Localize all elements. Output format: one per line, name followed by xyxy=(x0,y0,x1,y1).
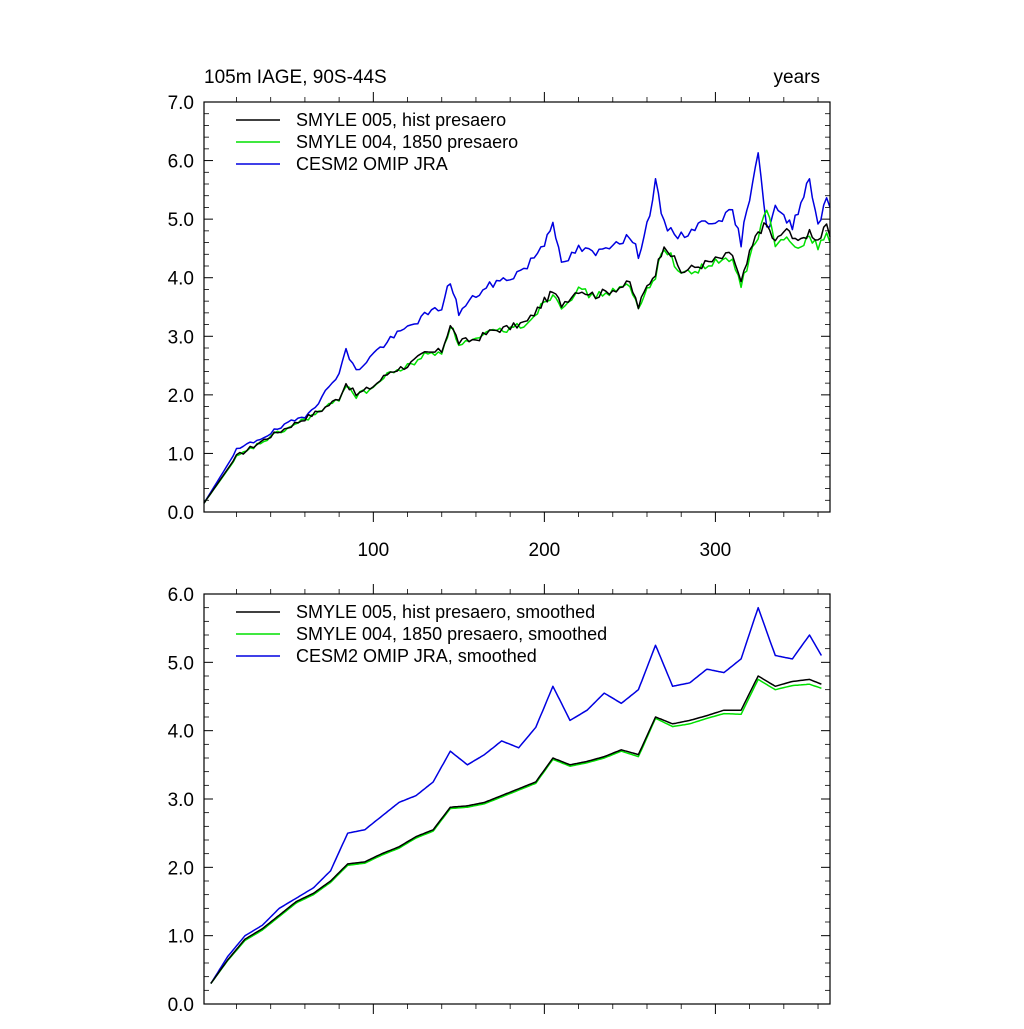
y-tick-label: 1.0 xyxy=(168,927,194,948)
series-lines xyxy=(203,152,831,504)
chart-subtitle: years xyxy=(774,67,820,88)
y-tick-label: 2.0 xyxy=(168,858,194,879)
y-tick-label: 6.0 xyxy=(168,585,194,606)
series-line-smyle-004-1850-presaero xyxy=(203,209,831,504)
legend-label-smyle005: SMYLE 005, hist presaero xyxy=(296,110,506,130)
y-tick-label: 4.0 xyxy=(168,722,194,743)
legend: SMYLE 005, hist presaero, smoothed SMYLE… xyxy=(236,602,607,666)
series-line-smyle-005-hist-presaero xyxy=(203,222,831,504)
legend-label-smyle004-smoothed: SMYLE 004, 1850 presaero, smoothed xyxy=(296,624,607,644)
series-line-smyle-005-hist-presaero-smoothed xyxy=(210,675,822,984)
legend-label-cesm2: CESM2 OMIP JRA xyxy=(296,154,448,174)
y-tick-label: 3.0 xyxy=(168,790,194,811)
series-line-cesm2-omip-jra xyxy=(203,152,831,504)
y-tick-label: 5.0 xyxy=(168,653,194,674)
series-line-cesm2-omip-jra-smoothed xyxy=(210,606,823,984)
x-tick-label: 100 xyxy=(357,540,389,561)
y-tick-label: 4.0 xyxy=(168,269,194,290)
series-lines xyxy=(210,606,823,984)
series-line-smyle-004-1850-presaero-smoothed xyxy=(210,678,822,984)
legend-label-cesm2-smoothed: CESM2 OMIP JRA, smoothed xyxy=(296,646,537,666)
y-tick-label: 1.0 xyxy=(168,444,194,465)
top-panel: 105m IAGE, 90S-44S years 0.0 1.0 2.0 3.0 4.0… xyxy=(168,67,831,561)
legend: SMYLE 005, hist presaero SMYLE 004, 1850… xyxy=(236,110,518,174)
legend-label-smyle005-smoothed: SMYLE 005, hist presaero, smoothed xyxy=(296,602,595,622)
y-tick-label: 0.0 xyxy=(168,503,194,524)
plot-frame xyxy=(203,101,831,513)
legend-label-smyle004: SMYLE 004, 1850 presaero xyxy=(296,132,518,152)
y-tick-label: 7.0 xyxy=(168,93,194,114)
y-tick-label: 5.0 xyxy=(168,210,194,231)
y-tick-label: 2.0 xyxy=(168,386,194,407)
x-tick-label: 200 xyxy=(529,540,561,561)
axis-ticks: 0.0 1.0 2.0 3.0 4.0 5.0 6.0 xyxy=(168,584,830,1016)
y-tick-label: 0.0 xyxy=(168,995,194,1016)
bottom-panel: 0.0 1.0 2.0 3.0 4.0 5.0 6.0 SMYLE 005, hist pr… xyxy=(168,584,831,1016)
y-tick-label: 3.0 xyxy=(168,327,194,348)
chart-title: 105m IAGE, 90S-44S xyxy=(204,67,387,88)
y-tick-label: 6.0 xyxy=(168,152,194,173)
axis-ticks: 0.0 1.0 2.0 3.0 4.0 5.0 6.0 7.0 100 200 300 xyxy=(168,92,830,561)
x-tick-label: 300 xyxy=(700,540,732,561)
plot-frame xyxy=(203,593,831,1005)
